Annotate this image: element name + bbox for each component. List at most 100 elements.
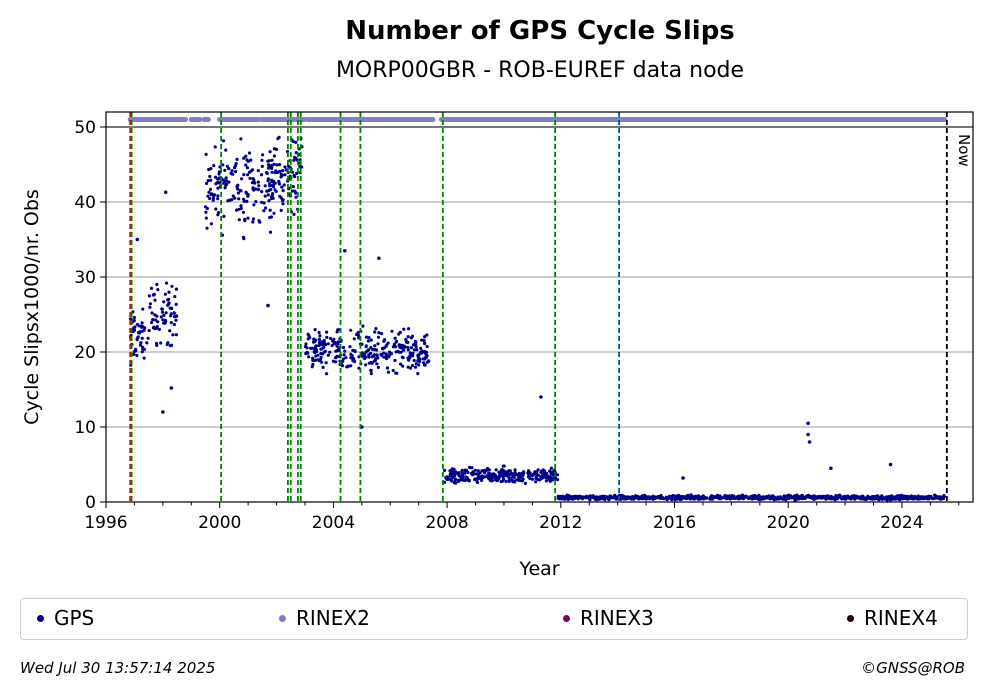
gps-point — [413, 339, 417, 344]
gps-point — [349, 364, 353, 368]
gps-point — [259, 173, 264, 177]
gps-point — [900, 497, 904, 501]
gps-point — [330, 343, 334, 348]
gps-point — [223, 186, 227, 190]
gps-outlier-point — [135, 237, 140, 242]
gps-point — [169, 343, 174, 347]
gps-point — [224, 176, 228, 180]
gps-point — [170, 284, 174, 288]
gps-point — [280, 198, 285, 203]
gps-point — [385, 343, 389, 347]
gps-point — [267, 199, 271, 203]
gps-point — [242, 197, 246, 201]
gps-point — [526, 475, 531, 479]
gps-point — [310, 346, 314, 350]
gps-point — [268, 208, 272, 212]
gps-point — [278, 194, 282, 198]
gps-point — [534, 480, 538, 484]
gps-point — [842, 497, 846, 501]
gps-point — [531, 477, 535, 481]
gps-point — [454, 481, 458, 485]
gps-point — [356, 330, 361, 334]
gps-point — [320, 360, 324, 364]
gps-point — [418, 360, 422, 364]
gps-point — [426, 359, 431, 363]
gps-point — [204, 152, 208, 156]
gps-point — [345, 365, 349, 369]
gps-point — [422, 350, 426, 354]
gps-point — [401, 356, 405, 360]
gps-point — [153, 298, 157, 302]
gps-point — [166, 303, 170, 307]
gps-point — [473, 472, 477, 476]
gps-point — [292, 158, 296, 162]
gps-point — [374, 357, 378, 361]
gps-point — [136, 335, 140, 339]
gps-point — [410, 363, 415, 368]
gps-point — [312, 350, 316, 354]
gps-point — [174, 318, 178, 322]
gps-point — [294, 140, 298, 144]
gps-point — [344, 356, 348, 360]
gps-point — [270, 178, 274, 182]
gps-point — [499, 473, 503, 477]
gps-point — [174, 314, 178, 319]
gps-point — [536, 473, 540, 477]
gps-point — [207, 167, 211, 172]
gps-point — [216, 186, 220, 190]
gps-point — [235, 208, 239, 212]
gps-point — [284, 168, 288, 172]
gps-point — [166, 297, 171, 301]
gps-point — [565, 493, 569, 497]
gps-point — [132, 328, 137, 332]
gps-outlier-point — [377, 256, 381, 261]
gps-point — [140, 321, 144, 325]
gps-point — [684, 495, 689, 500]
gps-point — [317, 343, 321, 348]
gps-point — [213, 145, 217, 149]
gps-point — [502, 469, 506, 473]
gps-point — [294, 195, 298, 199]
gps-point — [534, 471, 539, 475]
gps-point — [142, 356, 146, 360]
gps-point — [475, 479, 479, 483]
gps-point — [139, 341, 143, 345]
gps-point — [394, 350, 398, 354]
gps-point — [907, 496, 912, 500]
gps-point — [322, 339, 326, 343]
gps-point — [254, 200, 258, 204]
gps-point — [312, 337, 316, 341]
gps-point — [399, 362, 403, 366]
gps-point — [413, 342, 417, 346]
gps-outlier-point — [161, 410, 165, 414]
gps-point — [234, 170, 238, 174]
gps-point — [251, 186, 255, 190]
gps-point — [162, 300, 166, 304]
gps-point — [453, 477, 458, 481]
y-tick-label: 20 — [74, 343, 96, 363]
gps-point — [229, 171, 233, 175]
gps-point — [647, 495, 651, 499]
gps-point — [385, 366, 390, 370]
gps-point — [376, 342, 380, 346]
now-label: Now — [955, 134, 973, 167]
gps-point — [369, 368, 373, 372]
gps-point — [342, 353, 346, 357]
gps-point — [536, 468, 540, 472]
gps-point — [443, 468, 447, 472]
gps-point — [810, 494, 814, 498]
gps-point — [459, 478, 463, 482]
gps-point — [237, 197, 241, 201]
x-tick-label: 2024 — [880, 513, 923, 533]
gps-point — [588, 494, 592, 498]
gps-point — [238, 188, 242, 192]
gps-point — [477, 475, 482, 480]
gps-point — [278, 163, 282, 167]
gps-point — [816, 495, 820, 499]
gps-point — [172, 322, 176, 327]
gps-point — [246, 159, 250, 163]
gps-point — [544, 471, 549, 475]
gps-point — [888, 495, 892, 499]
gps-point — [467, 479, 471, 483]
gps-point — [332, 341, 336, 345]
